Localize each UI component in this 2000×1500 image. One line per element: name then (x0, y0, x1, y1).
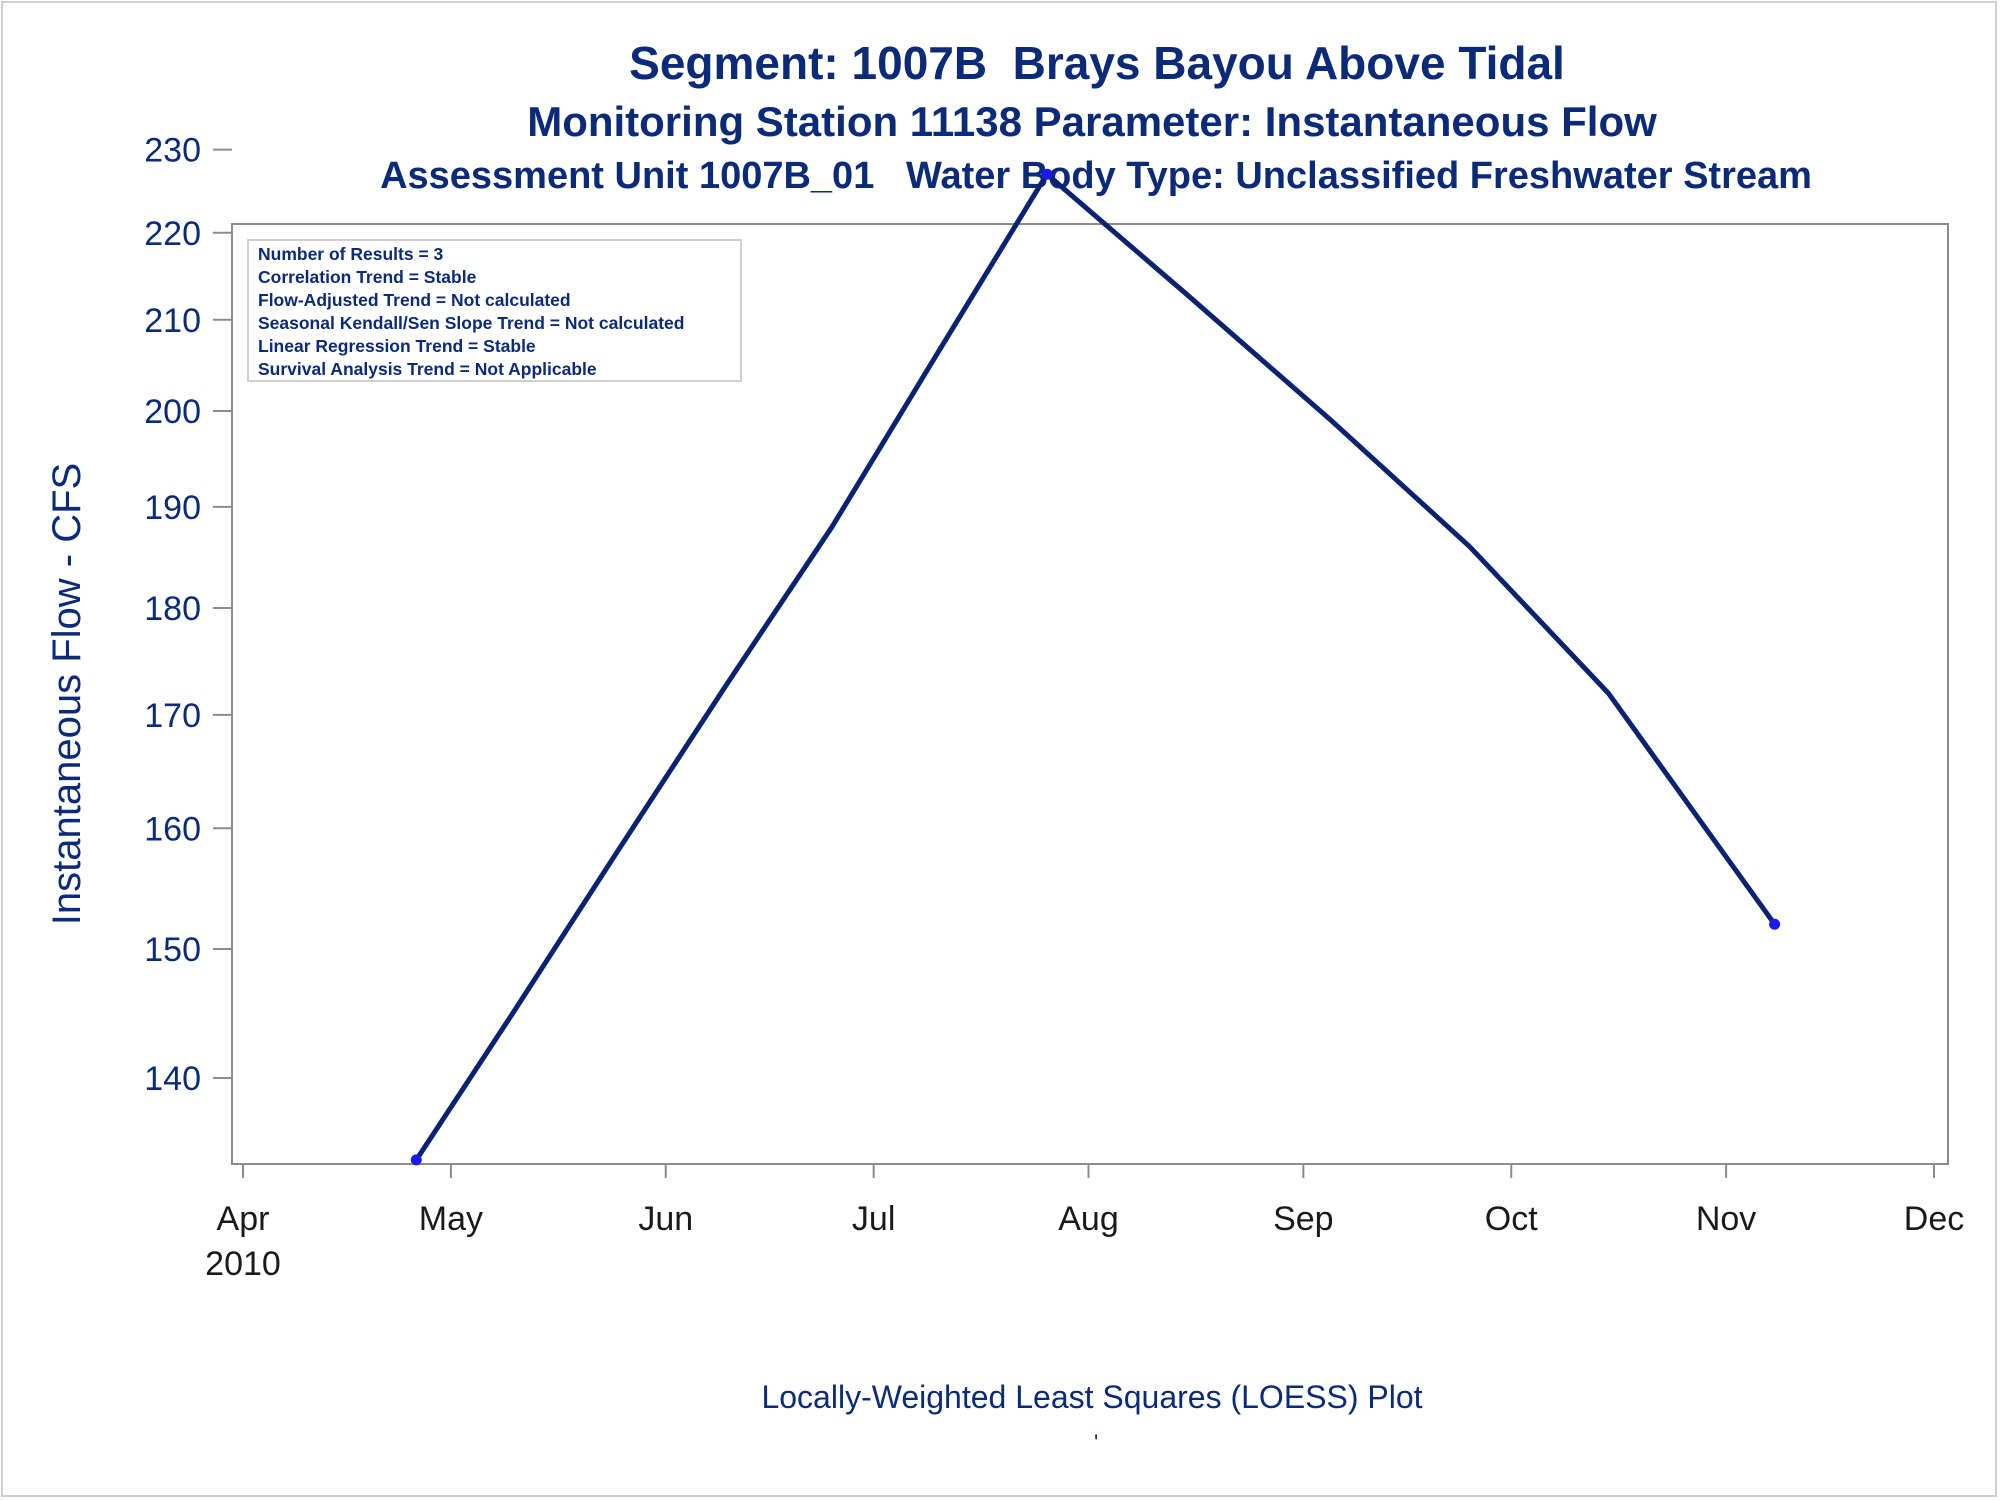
statistics-line: Survival Analysis Trend = Not Applicable (258, 359, 597, 379)
x-tick-label: Nov (1696, 1200, 1756, 1238)
chart-subtitle-station: Monitoring Station 11138 Parameter: Inst… (527, 98, 1657, 145)
chart-subtitle-assessment: Assessment Unit 1007B_01 Water Body Type… (380, 155, 1812, 197)
x-year-label: 2010 (205, 1245, 281, 1283)
x-tick-label: Dec (1904, 1200, 1964, 1238)
x-tick-label: Jul (852, 1200, 895, 1238)
statistics-line: Number of Results = 3 (258, 244, 444, 264)
statistics-box-border (247, 239, 742, 382)
x-tick-label: Aug (1058, 1200, 1119, 1238)
x-tick-label: Apr (217, 1200, 270, 1238)
y-tick-label: 180 (144, 590, 201, 628)
data-point (1041, 168, 1053, 180)
x-tick-label: May (419, 1200, 483, 1238)
footnote-mark: ' (1094, 1430, 1099, 1455)
series-loess (410, 168, 1781, 1166)
loess-line (413, 171, 1778, 1163)
statistics-line: Correlation Trend = Stable (258, 267, 477, 287)
statistics-line: Flow-Adjusted Trend = Not calculated (258, 290, 571, 310)
y-axis-label: Instantaneous Flow - CFS (45, 463, 89, 925)
x-axis: Apr May Jun Jul Aug Sep Oct Nov Dec 2010 (205, 1163, 1964, 1283)
data-point (410, 1154, 422, 1166)
chart-title: Segment: 1007B Brays Bayou Above Tidal (629, 37, 1565, 89)
x-tick-label: Oct (1485, 1200, 1538, 1238)
data-point (1769, 918, 1781, 930)
statistics-line: Linear Regression Trend = Stable (258, 336, 536, 356)
footnote: Locally-Weighted Least Squares (LOESS) P… (761, 1379, 1423, 1415)
y-tick-label: 190 (144, 489, 201, 527)
y-tick-label: 210 (144, 302, 201, 340)
statistics-legend-box: Number of Results = 3 Correlation Trend =… (247, 239, 742, 382)
x-tick-label: Jun (638, 1200, 693, 1238)
statistics-line: Seasonal Kendall/Sen Slope Trend = Not c… (258, 313, 684, 333)
y-tick-label: 150 (144, 931, 201, 969)
y-axis: 140 150 160 170 180 190 200 210 220 230 (144, 132, 232, 1098)
y-tick-label: 220 (144, 215, 201, 253)
y-tick-label: 140 (144, 1060, 201, 1098)
y-tick-label: 170 (144, 697, 201, 735)
y-tick-label: 200 (144, 393, 201, 431)
x-tick-label: Sep (1273, 1200, 1334, 1238)
y-tick-label: 160 (144, 810, 201, 848)
y-tick-label: 230 (144, 132, 201, 170)
